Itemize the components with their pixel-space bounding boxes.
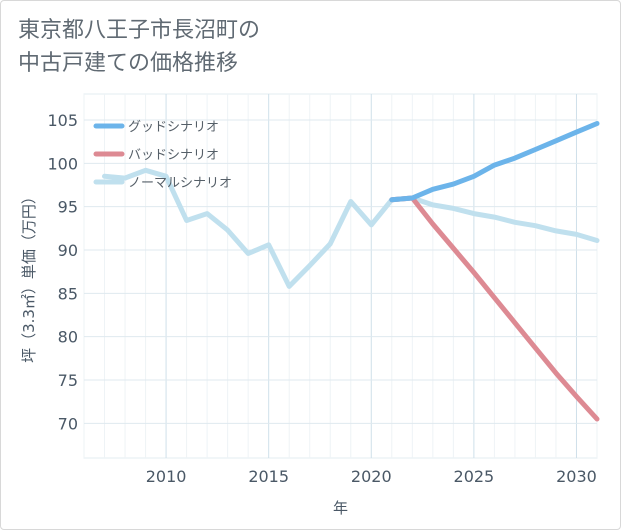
x-tick-label: 2020 — [351, 467, 392, 486]
y-tick-label: 70 — [58, 414, 78, 433]
legend-label-good: グッドシナリオ — [128, 120, 219, 135]
chart-title-line-2: 中古戸建ての価格推移 — [18, 51, 239, 76]
axes: 2010 2015 2020 2025 2030 70 75 80 85 90 95 100 105 — [47, 111, 596, 486]
chart-title: 東京都八王子市長沼町の 中古戸建ての価格推移 — [18, 14, 438, 80]
x-tick-label: 2015 — [248, 467, 289, 486]
y-axis-title: 坪（3.3㎡）単価（万円） — [20, 189, 38, 363]
y-tick-label: 75 — [58, 371, 78, 390]
y-tick-label: 90 — [58, 241, 78, 260]
x-tick-label: 2010 — [146, 467, 187, 486]
x-axis-title: 年 — [333, 499, 348, 517]
legend-label-normal: ノーマルシナリオ — [128, 176, 232, 191]
data-series — [102, 121, 600, 422]
y-tick-label: 105 — [47, 111, 78, 130]
x-tick-label: 2030 — [556, 467, 597, 486]
chart-title-line-1: 東京都八王子市長沼町の — [18, 18, 261, 43]
x-tick-label: 2025 — [454, 467, 495, 486]
y-tick-label: 95 — [58, 198, 78, 217]
y-tick-label: 100 — [47, 154, 78, 173]
grid-lines — [83, 93, 598, 459]
y-tick-label: 80 — [58, 328, 78, 347]
legend-label-bad: バッドシナリオ — [128, 148, 219, 163]
y-tick-label: 85 — [58, 284, 78, 303]
